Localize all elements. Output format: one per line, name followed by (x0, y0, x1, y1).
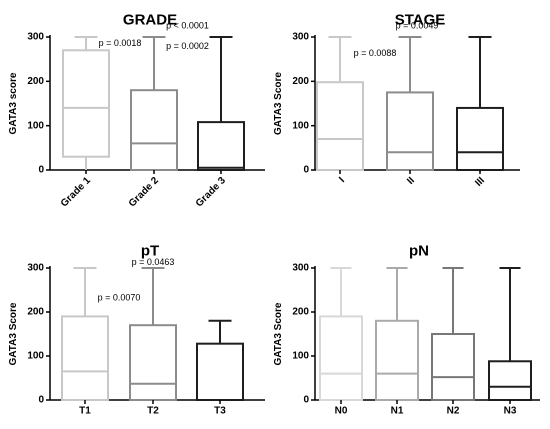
y-tick-label: 200 (27, 307, 44, 318)
box-2 (386, 36, 434, 171)
y-tick-label: 200 (292, 76, 309, 87)
x-tick-label: T1 (79, 405, 91, 416)
box-1 (62, 36, 110, 170)
y-tick-label: 200 (292, 307, 309, 318)
x-tick-label: N3 (504, 405, 517, 416)
chart-panel-3: pT GATA3 Score 0 100 200 300 T1 T2 T3 p = 0.0463 p… (8, 242, 265, 416)
x-tick-label: N1 (391, 405, 404, 416)
box-2 (375, 267, 419, 401)
box-body (130, 89, 178, 171)
chart-title: STAGE (395, 11, 446, 28)
box-body (196, 342, 244, 401)
box-body (129, 324, 177, 402)
chart-title: GRADE (123, 11, 177, 28)
box-3 (197, 36, 245, 172)
x-tick-label: Grade 3 (194, 175, 228, 209)
y-tick-label: 100 (27, 351, 44, 362)
y-axis-label: GATA3 Score (273, 72, 284, 135)
p-value-annotation: p = 0.0463 (132, 257, 175, 267)
box-1 (316, 36, 364, 171)
box-3 (431, 267, 475, 401)
y-tick-label: 300 (292, 263, 309, 274)
y-tick-label: 0 (303, 165, 309, 176)
x-tick-label: T2 (147, 405, 159, 416)
p-value-annotation: p = 0.0049 (396, 20, 439, 30)
box-1 (319, 267, 363, 401)
box-body (197, 121, 245, 172)
box-3 (196, 319, 244, 401)
box-3 (456, 36, 504, 171)
chart-title: pN (409, 242, 429, 259)
p-value-annotation: p = 0.0070 (98, 292, 141, 302)
box-body (375, 319, 419, 401)
box-body (316, 81, 364, 171)
box-body (431, 333, 475, 401)
box-2 (129, 267, 177, 402)
box-2 (130, 36, 178, 171)
chart-panel-4: pN GATA3 Score 0 100 200 300 N0 N1 N2 N3 (273, 242, 540, 416)
y-tick-label: 0 (38, 165, 44, 176)
y-tick-label: 100 (27, 120, 44, 131)
y-axis-label: GATA3 score (8, 72, 19, 134)
box-4 (488, 267, 532, 401)
p-value-annotation: p = 0.0002 (166, 41, 209, 51)
p-value-annotation: p = 0.0088 (354, 48, 397, 58)
y-tick-label: 100 (292, 351, 309, 362)
x-tick-label: N2 (447, 405, 460, 416)
y-tick-label: 300 (27, 32, 44, 43)
y-axis-label: GATA3 Score (273, 302, 284, 365)
y-tick-label: 0 (38, 395, 44, 406)
x-tick-label: II (405, 175, 417, 187)
box-body (456, 106, 504, 171)
x-tick-label: I (337, 175, 347, 185)
box-body (319, 315, 363, 401)
box-1 (61, 267, 109, 401)
y-tick-label: 200 (27, 76, 44, 87)
y-tick-label: 100 (292, 120, 309, 131)
p-value-annotation: p < 0.0001 (166, 20, 209, 30)
x-tick-label: Grade 2 (127, 175, 161, 209)
x-tick-label: Grade 1 (59, 175, 93, 209)
chart-panel-1: GRADE GATA3 score 0 100 200 300 Grade 1 Grade 2… (8, 11, 265, 209)
y-tick-label: 300 (292, 32, 309, 43)
y-tick-label: 0 (303, 395, 309, 406)
box-body (488, 360, 532, 401)
chart-title: pT (141, 242, 159, 259)
y-tick-label: 300 (27, 263, 44, 274)
box-body (386, 91, 434, 171)
box-body (62, 49, 110, 158)
box-body (61, 315, 109, 401)
p-value-annotation: p = 0.0018 (99, 38, 142, 48)
y-axis-label: GATA3 Score (8, 302, 19, 365)
x-tick-label: T3 (214, 405, 226, 416)
x-tick-label: N0 (335, 405, 348, 416)
x-tick-label: III (473, 175, 487, 189)
